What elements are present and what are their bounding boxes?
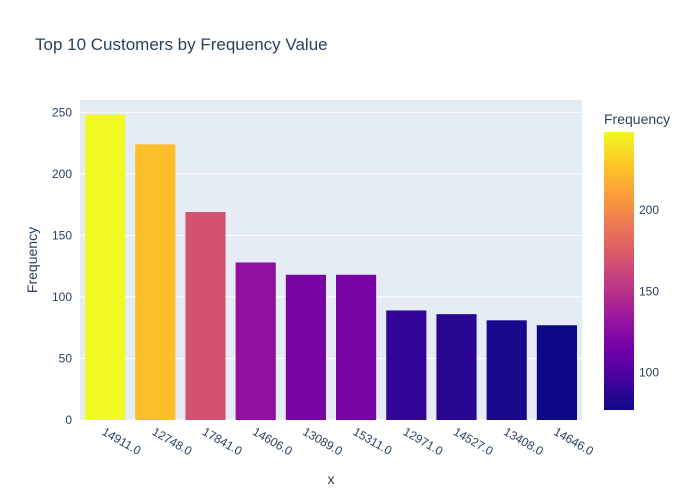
y-tick-label: 150 (52, 228, 72, 242)
x-axis-title: x (328, 471, 335, 487)
bar (235, 262, 276, 420)
bar (285, 274, 326, 420)
colorbar-tick-label: 150 (639, 284, 659, 298)
x-tick-label: 14527.0 (451, 424, 496, 458)
y-axis-ticks: 0 50 100 150 200 250 (52, 105, 72, 427)
bar (135, 144, 176, 421)
colorbar-tick-label: 100 (639, 366, 659, 380)
y-axis-title: Frequency (24, 227, 40, 293)
bar (336, 274, 377, 420)
y-tick-label: 100 (52, 290, 72, 304)
x-tick-label: 12748.0 (150, 424, 195, 458)
x-tick-label: 13408.0 (501, 424, 546, 458)
chart-title: Top 10 Customers by Frequency Value (35, 35, 328, 54)
colorbar-tick-label: 200 (639, 203, 659, 217)
x-tick-label: 14911.0 (100, 424, 144, 458)
bar (386, 310, 427, 420)
bar (85, 114, 126, 421)
x-tick-label: 14646.0 (551, 424, 596, 458)
colorbar: Frequency 100 150 200 (604, 111, 670, 410)
bar (185, 212, 226, 420)
y-tick-label: 200 (52, 167, 72, 181)
x-tick-label: 15311.0 (351, 424, 395, 458)
x-tick-label: 13089.0 (300, 424, 345, 458)
x-axis-ticks: 14911.0 12748.0 17841.0 14606.0 13089.0 15311… (100, 424, 597, 458)
bar (486, 320, 527, 420)
colorbar-title: Frequency (604, 111, 670, 127)
x-tick-label: 12971.0 (401, 424, 446, 458)
bar (436, 314, 477, 420)
bars (85, 114, 577, 421)
y-tick-label: 250 (52, 105, 72, 119)
colorbar-ticks: 100 150 200 (639, 203, 659, 380)
y-tick-label: 50 (59, 351, 73, 365)
y-tick-label: 0 (65, 413, 72, 427)
bar (536, 325, 577, 420)
x-tick-label: 14606.0 (250, 424, 295, 458)
colorbar-scale (604, 132, 634, 410)
x-tick-label: 17841.0 (200, 424, 245, 458)
